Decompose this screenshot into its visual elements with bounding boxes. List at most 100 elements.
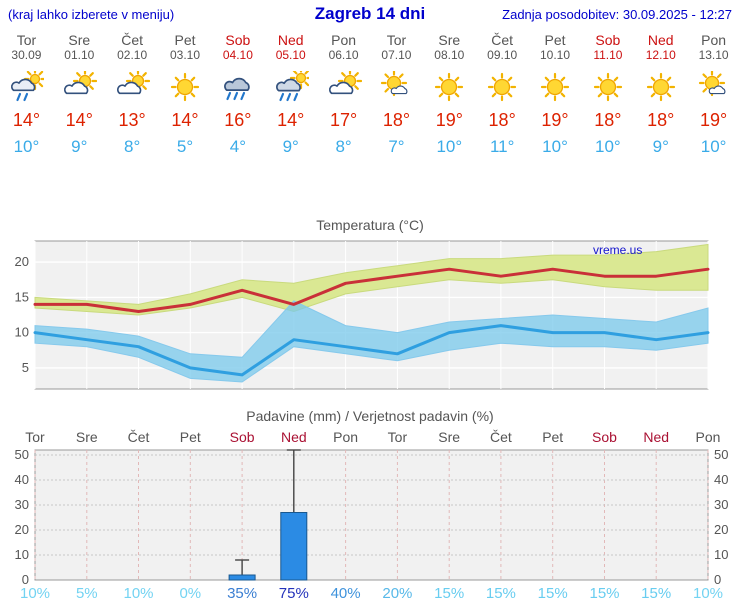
svg-text:10: 10 xyxy=(714,547,728,562)
showers-sun-icon xyxy=(264,63,317,107)
sunny-icon xyxy=(476,63,529,107)
day-date: 11.10 xyxy=(593,48,623,62)
svg-text:30: 30 xyxy=(714,497,728,512)
precipitation-chart: Tor Sre Čet Pet Sob Ned Pon Tor Sre Čet Pet Sob Ned P… xyxy=(15,429,729,602)
day-date: 13.10 xyxy=(698,48,729,62)
svg-text:Sob: Sob xyxy=(592,429,617,445)
svg-text:Čet: Čet xyxy=(490,429,512,445)
day-name: Čet xyxy=(491,32,514,48)
partly-icon xyxy=(106,63,159,107)
svg-text:75%: 75% xyxy=(279,585,309,602)
day-column-02-10[interactable]: Čet 02.10 13° 8° xyxy=(106,32,159,157)
page-title: Zagreb 14 dni xyxy=(314,4,426,23)
max-temperature: 18° xyxy=(594,110,622,130)
svg-text:10: 10 xyxy=(15,325,29,340)
min-temperature: 8° xyxy=(124,137,141,156)
day-column-13-10[interactable]: Pon 13.10 19° 10° xyxy=(687,32,740,157)
svg-text:15%: 15% xyxy=(538,585,568,602)
topbar: (kraj lahko izberete v meniju) Zagreb 14… xyxy=(0,0,740,28)
svg-text:50: 50 xyxy=(714,447,728,462)
day-name: Čet xyxy=(121,32,144,48)
temperature-chart: 5 10 15 20 vreme.us xyxy=(15,240,710,390)
svg-text:40: 40 xyxy=(15,472,29,487)
day-column-08-10[interactable]: Sre 08.10 19° 10° xyxy=(423,32,476,157)
svg-text:30: 30 xyxy=(15,497,29,512)
svg-text:Ned: Ned xyxy=(643,429,669,445)
svg-text:10%: 10% xyxy=(20,585,50,602)
day-date: 02.10 xyxy=(117,48,148,62)
day-column-11-10[interactable]: Sob 11.10 18° 10° xyxy=(581,32,634,157)
day-date: 30.09 xyxy=(11,48,42,62)
day-column-10-10[interactable]: Pet 10.10 19° 10° xyxy=(529,32,582,157)
min-temperature: 10° xyxy=(13,137,40,156)
last-update-text: Zadnja posodobitev: 30.09.2025 - 12:27 xyxy=(502,6,732,22)
day-column-07-10[interactable]: Tor 07.10 18° 7° xyxy=(370,32,423,157)
svg-text:Čet: Čet xyxy=(128,429,150,445)
max-temperature: 17° xyxy=(329,110,358,130)
day-name: Pet xyxy=(174,32,196,48)
svg-text:40: 40 xyxy=(714,472,728,487)
min-temperature: 4° xyxy=(229,137,246,156)
svg-text:15: 15 xyxy=(15,289,29,304)
svg-text:Pet: Pet xyxy=(542,429,563,445)
day-column-05-10[interactable]: Ned 05.10 14° 9° xyxy=(264,32,317,157)
day-date: 06.10 xyxy=(328,48,359,62)
day-date: 08.10 xyxy=(434,48,465,62)
day-name: Tor xyxy=(16,32,37,48)
svg-text:5: 5 xyxy=(22,360,29,375)
max-temperature: 18° xyxy=(488,110,516,130)
svg-text:Pet: Pet xyxy=(180,429,201,445)
svg-text:20: 20 xyxy=(15,254,29,269)
max-temperature: 19° xyxy=(541,110,569,130)
day-column-09-10[interactable]: Čet 09.10 18° 11° xyxy=(476,32,529,157)
min-range-band xyxy=(34,300,709,383)
min-temperature: 10° xyxy=(542,137,568,156)
svg-text:Ned: Ned xyxy=(281,429,307,445)
min-temperature: 7° xyxy=(388,137,405,156)
partly-icon xyxy=(53,63,106,107)
day-name: Ned xyxy=(277,32,304,48)
day-column-12-10[interactable]: Ned 12.10 18° 9° xyxy=(634,32,687,157)
svg-text:15%: 15% xyxy=(589,585,619,602)
min-temperature: 9° xyxy=(652,137,669,156)
day-column-03-10[interactable]: Pet 03.10 14° 5° xyxy=(159,32,212,157)
day-date: 04.10 xyxy=(222,48,253,62)
max-temperature: 18° xyxy=(382,110,411,130)
max-temperature: 14° xyxy=(277,110,305,130)
day-name: Pon xyxy=(701,32,727,48)
mostly-sunny-icon xyxy=(370,63,423,107)
day-column-01-10[interactable]: Sre 01.10 14° 9° xyxy=(53,32,106,157)
svg-text:15%: 15% xyxy=(486,585,516,602)
max-temperature: 14° xyxy=(65,110,93,130)
svg-text:10%: 10% xyxy=(693,585,723,602)
partly-icon xyxy=(317,63,370,107)
min-temperature: 10° xyxy=(700,137,727,156)
rain-icon xyxy=(211,63,264,107)
min-temperature: 9° xyxy=(282,137,299,156)
day-date: 07.10 xyxy=(381,48,412,62)
day-name: Pet xyxy=(544,32,566,48)
location-menu-hint: (kraj lahko izberete v meniju) xyxy=(8,6,175,22)
day-name: Sob xyxy=(595,32,621,48)
day-date: 01.10 xyxy=(64,48,95,62)
day-column-06-10[interactable]: Pon 06.10 17° 8° xyxy=(317,32,370,157)
svg-text:20: 20 xyxy=(15,522,29,537)
svg-text:10%: 10% xyxy=(123,585,153,602)
min-temperature: 8° xyxy=(335,137,352,156)
svg-text:Sob: Sob xyxy=(230,429,255,445)
showers-icon xyxy=(0,63,53,107)
precip-bar xyxy=(228,574,256,581)
sunny-icon xyxy=(159,63,212,107)
day-column-04-10[interactable]: Sob 04.10 16° 4° xyxy=(211,32,264,157)
svg-text:Tor: Tor xyxy=(25,429,45,445)
precip-y-axis-labels: 0 0 10 10 20 20 30 30 40 40 50 50 xyxy=(15,447,729,587)
temp-y-axis-labels: 5 10 15 20 xyxy=(15,254,29,375)
max-temperature: 14° xyxy=(171,110,199,130)
day-date: 03.10 xyxy=(169,48,201,62)
day-column-30-09[interactable]: Tor 30.09 14° 10° xyxy=(0,32,53,157)
min-temperature: 10° xyxy=(436,137,463,156)
svg-text:50: 50 xyxy=(15,447,29,462)
min-temperature: 10° xyxy=(595,137,621,156)
mostly-sunny-icon xyxy=(687,63,740,107)
max-temperature: 19° xyxy=(699,110,728,130)
